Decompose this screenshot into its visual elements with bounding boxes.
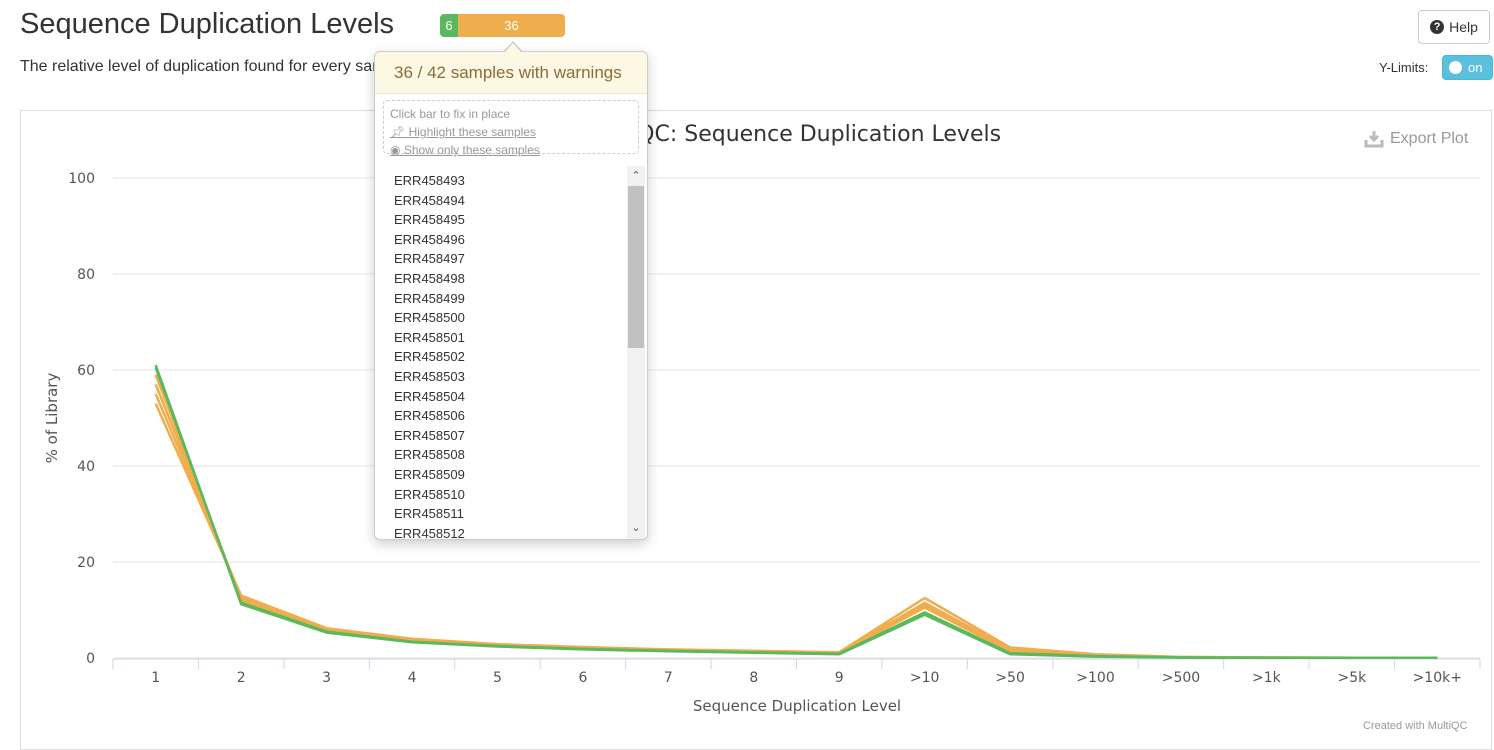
- status-warn-segment[interactable]: 36: [458, 14, 565, 37]
- export-plot-label: Export Plot: [1390, 130, 1469, 147]
- x-tick-label: >5k: [1337, 670, 1367, 686]
- highlight-samples-label: Highlight these samples: [405, 125, 536, 139]
- sample-list-item[interactable]: ERR458507: [394, 427, 465, 443]
- chevron-down-icon[interactable]: ⌄: [631, 521, 641, 534]
- x-axis-label: Sequence Duplication Level: [693, 697, 901, 715]
- popover-title: 36 / 42 samples with warnings: [375, 52, 647, 94]
- ylimits-label: Y-Limits:: [1379, 60, 1429, 75]
- series-line: [154, 374, 1438, 660]
- sample-list-item[interactable]: ERR458508: [394, 447, 465, 463]
- x-tick-label: 6: [578, 670, 587, 686]
- sample-list-item[interactable]: ERR458511: [394, 506, 464, 522]
- sample-list-item[interactable]: ERR458496: [394, 231, 465, 247]
- x-tick-label: 5: [493, 670, 502, 686]
- help-button[interactable]: ? Help: [1418, 10, 1490, 44]
- export-plot-button[interactable]: Export Plot: [1364, 130, 1468, 148]
- chart-title: FastQC: Sequence Duplication Levels: [593, 122, 1001, 147]
- page-title: Sequence Duplication Levels: [20, 8, 395, 40]
- section-description: The relative level of duplication found …: [20, 58, 412, 75]
- sample-list-item[interactable]: ERR458502: [394, 349, 465, 365]
- x-tick-label: 7: [664, 670, 673, 686]
- multiqc-credit[interactable]: Created with MultiQC: [1363, 720, 1468, 732]
- popover-actions: Click bar to fix in place 📌︎ Highlight t…: [383, 100, 639, 157]
- x-tick-label: 3: [322, 670, 331, 686]
- sample-list[interactable]: ERR458493 ERR458494 ERR458495 ERR458496 ERR4…: [375, 166, 647, 539]
- sample-list-item[interactable]: ERR458509: [394, 466, 465, 482]
- y-tick-label: 100: [68, 171, 95, 187]
- sample-list-item[interactable]: ERR458493: [394, 173, 465, 188]
- x-tick-label: >10k+: [1413, 670, 1462, 686]
- warnings-popover: 36 / 42 samples with warnings Click bar …: [374, 51, 648, 540]
- popover-arrow-fill: [504, 43, 522, 53]
- series-line: [154, 364, 1438, 660]
- help-label: Help: [1449, 19, 1478, 35]
- status-bar[interactable]: 6 36: [440, 14, 565, 37]
- sample-list-item[interactable]: ERR458506: [394, 408, 465, 424]
- show-only-samples-link[interactable]: ◉ Show only these samples: [390, 141, 632, 159]
- sample-list-item[interactable]: ERR458494: [394, 192, 465, 208]
- x-tick-label: 1: [151, 670, 160, 686]
- highlight-samples-link[interactable]: 📌︎ Highlight these samples: [390, 123, 632, 141]
- sample-list-item[interactable]: ERR458495: [394, 212, 465, 228]
- show-only-samples-label: Show only these samples: [400, 143, 540, 157]
- sample-list-scrollbar[interactable]: ⌃ ⌄: [627, 166, 645, 539]
- series-line: [154, 367, 1438, 660]
- series-line: [154, 403, 1438, 660]
- pin-icon: 📌︎: [390, 125, 406, 139]
- plot-container: [20, 110, 1492, 750]
- eye-slash-icon: ◉: [390, 143, 401, 157]
- sample-list-item[interactable]: ERR458499: [394, 290, 465, 306]
- y-tick-label: 60: [77, 363, 95, 379]
- popover-hint: Click bar to fix in place: [390, 107, 511, 121]
- sample-list-item[interactable]: ERR458510: [394, 486, 465, 502]
- x-tick-label: >500: [1162, 670, 1200, 686]
- question-circle-icon: ?: [1430, 20, 1445, 34]
- sample-list-item[interactable]: ERR458501: [394, 329, 465, 345]
- x-tick-label: >100: [1076, 670, 1114, 686]
- x-tick-label: 2: [237, 670, 246, 686]
- x-tick-label: >10: [910, 670, 940, 686]
- y-tick-label: 80: [77, 267, 95, 283]
- x-tick-label: >50: [995, 670, 1025, 686]
- ylimits-toggle[interactable]: on: [1442, 55, 1493, 80]
- x-tick-label: 9: [835, 670, 844, 686]
- scrollbar-thumb[interactable]: [628, 186, 644, 348]
- sample-list-items: ERR458493 ERR458494 ERR458495 ERR458496 ERR4…: [375, 166, 647, 539]
- x-tick-label: 4: [408, 670, 417, 686]
- sample-list-item[interactable]: ERR458504: [394, 388, 465, 404]
- y-tick-label: 0: [86, 651, 95, 667]
- sample-list-item[interactable]: ERR458498: [394, 270, 465, 286]
- sample-list-item[interactable]: ERR458512: [394, 525, 465, 539]
- y-tick-label: 20: [77, 555, 95, 571]
- y-tick-label: 40: [77, 459, 95, 475]
- series-line: [154, 393, 1438, 660]
- y-axis-label: % of Library: [43, 373, 61, 464]
- sample-list-item[interactable]: ERR458503: [394, 368, 465, 384]
- status-pass-segment[interactable]: 6: [440, 14, 458, 37]
- toggle-knob: [1449, 61, 1462, 74]
- series-line: [154, 383, 1438, 660]
- sample-list-item[interactable]: ERR458497: [394, 251, 465, 267]
- sample-list-item[interactable]: ERR458500: [394, 310, 465, 326]
- ylimits-toggle-label: on: [1468, 60, 1483, 75]
- x-tick-label: >1k: [1252, 670, 1282, 686]
- chevron-up-icon[interactable]: ⌃: [631, 169, 641, 182]
- download-icon: [1364, 131, 1384, 148]
- x-tick-label: 8: [749, 670, 758, 686]
